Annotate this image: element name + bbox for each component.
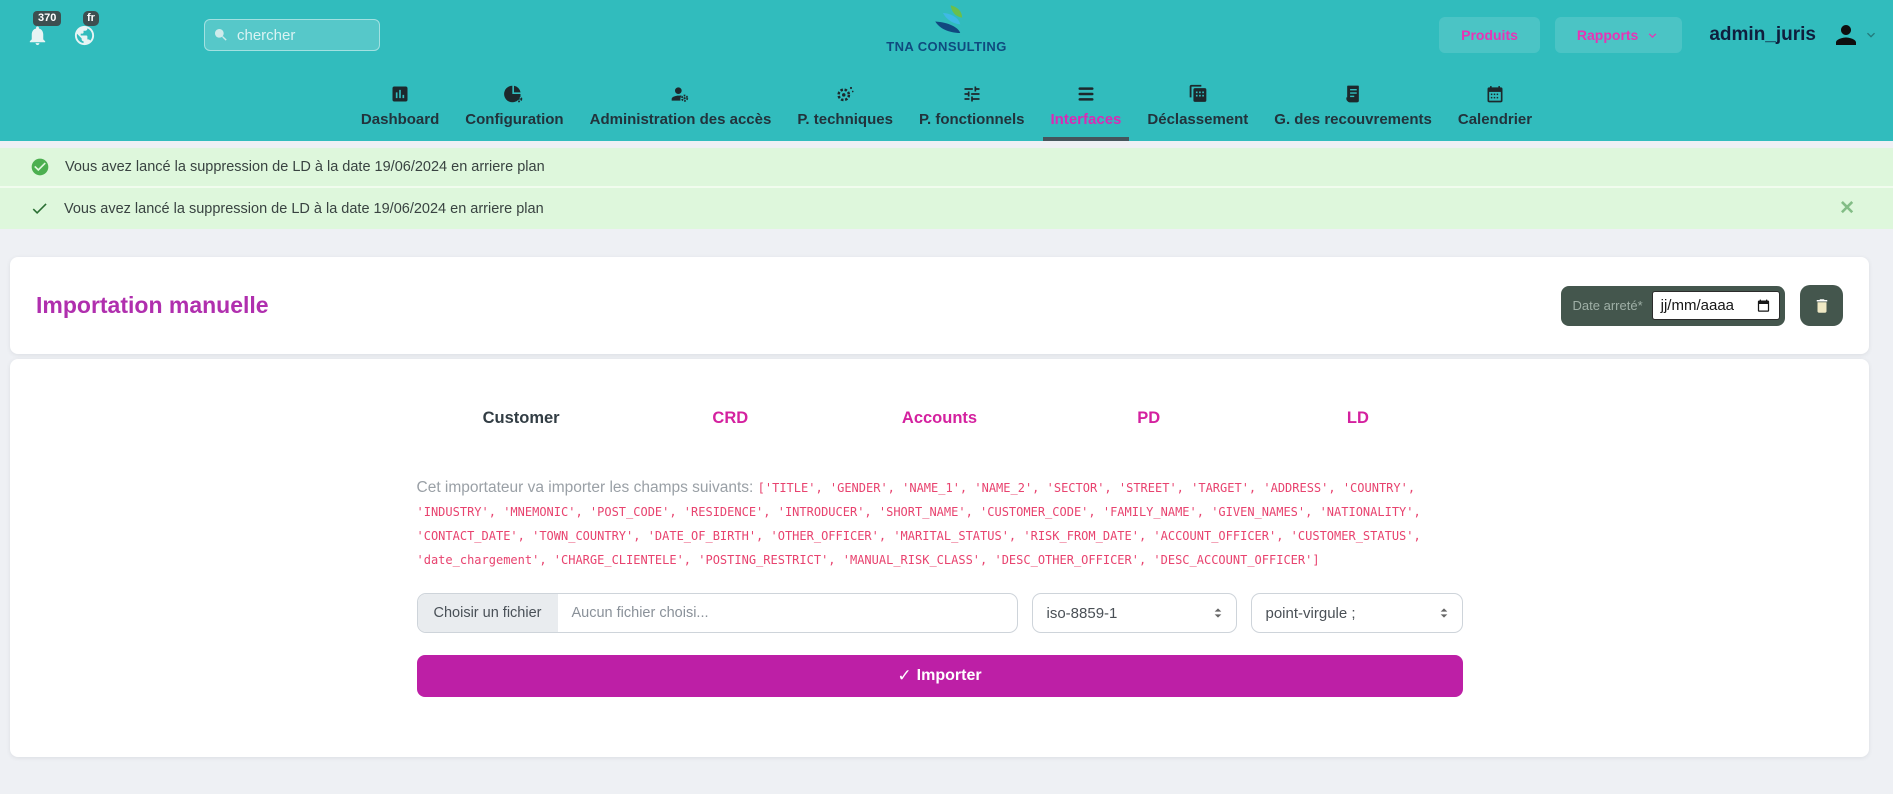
fields-list: ['TITLE', 'GENDER', 'NAME_1', 'NAME_2', … (416, 481, 1421, 567)
notifications-count-badge: 370 (33, 10, 62, 26)
import-tabs: Customer CRD Accounts PD LD (417, 409, 1463, 428)
select-arrows-icon (1440, 608, 1447, 618)
encoding-selected-value: iso-8859-1 (1046, 604, 1118, 622)
check-icon (32, 203, 47, 215)
alert-success-1: Vous avez lancé la suppression de LD à l… (0, 148, 1893, 186)
chevron-down-icon (1867, 32, 1875, 38)
tab-accounts[interactable]: Accounts (901, 409, 978, 427)
top-header: 370 fr TNA CONSULTING Produits Rapports … (0, 0, 1893, 70)
nav-label: Configuration (465, 110, 564, 128)
toolbar-controls: Date arreté* jj/mm/aaaa (1560, 285, 1843, 326)
nav-item-p-techniques[interactable]: P. techniques (789, 70, 901, 141)
list-icon (1078, 86, 1094, 101)
search-icon (215, 29, 227, 41)
header-actions: Produits Rapports admin_juris (1439, 17, 1879, 53)
nav-item-interfaces[interactable]: Interfaces (1042, 70, 1130, 141)
fields-description: Cet importateur va importer les champs s… (417, 476, 1463, 572)
bell-icon (29, 25, 46, 45)
delete-button[interactable] (1800, 285, 1843, 326)
username-label: admin_juris (1709, 24, 1816, 45)
alerts-section: Vous avez lancé la suppression de LD à l… (0, 148, 1893, 229)
nav-label: Interfaces (1050, 110, 1122, 128)
sliders-icon (964, 86, 980, 101)
tab-pd[interactable]: PD (1137, 409, 1161, 427)
nav-item-declassement[interactable]: Déclassement (1139, 70, 1256, 141)
fields-intro-text: Cet importateur va importer les champs s… (416, 479, 758, 496)
import-button[interactable]: ✓ Importer (416, 655, 1463, 697)
nav-label: Dashboard (360, 110, 440, 128)
alert-message: Vous avez lancé la suppression de LD à l… (64, 200, 544, 217)
globe-icon (74, 25, 95, 45)
notifications-button[interactable]: 370 (26, 10, 62, 47)
user-avatar-icon (1836, 25, 1856, 45)
import-card: Customer CRD Accounts PD LD Cet importat… (10, 359, 1869, 757)
nav-item-dashboard[interactable]: Dashboard (353, 70, 447, 141)
dashboard-icon (392, 86, 408, 101)
alert-success-2: Vous avez lancé la suppression de LD à l… (0, 186, 1893, 229)
file-row: Choisir un fichier Aucun fichier choisi.… (416, 593, 1463, 633)
tab-customer[interactable]: Customer (482, 409, 560, 427)
alert-message: Vous avez lancé la suppression de LD à l… (65, 159, 545, 175)
language-button[interactable]: fr (73, 10, 99, 47)
delimiter-selected-value: point-virgule ; (1265, 604, 1356, 622)
brand-name: TNA CONSULTING (886, 39, 1007, 54)
search-input[interactable] (204, 19, 380, 51)
page-title: Importation manuelle (36, 292, 269, 318)
produits-button[interactable]: Produits (1439, 17, 1540, 53)
copy-grid-icon (1189, 84, 1207, 102)
gear-icon (837, 86, 854, 101)
nav-label: Calendrier (1457, 110, 1533, 128)
toolbar-card: Importation manuelle Date arreté* jj/mm/… (10, 257, 1869, 354)
tab-ld[interactable]: LD (1346, 409, 1369, 427)
language-badge: fr (83, 10, 99, 26)
user-gear-icon (672, 86, 689, 102)
nav-item-administration-des-acces[interactable]: Administration des accès (582, 70, 780, 141)
chevron-down-icon (1649, 32, 1657, 38)
encoding-select[interactable]: iso-8859-1 (1031, 593, 1237, 633)
calendar-icon (1487, 85, 1503, 102)
file-input[interactable]: Choisir un fichier Aucun fichier choisi.… (416, 593, 1018, 633)
main-navbar: Dashboard Configuration Administration d… (0, 70, 1893, 141)
rapports-button[interactable]: Rapports (1554, 17, 1683, 53)
nav-item-calendrier[interactable]: Calendrier (1450, 70, 1540, 141)
trash-icon (1816, 298, 1827, 313)
pie-gear-icon (504, 85, 523, 102)
date-arrete-label: Date arreté* (1572, 298, 1643, 313)
receipt-icon (1346, 85, 1359, 102)
nav-item-configuration[interactable]: Configuration (457, 70, 571, 141)
nav-label: Déclassement (1147, 110, 1249, 128)
nav-label: Administration des accès (589, 110, 772, 128)
file-placeholder: Aucun fichier choisi... (571, 605, 709, 621)
choose-file-button[interactable]: Choisir un fichier (417, 594, 558, 632)
search-container (204, 19, 380, 51)
nav-item-p-fonctionnels[interactable]: P. fonctionnels (911, 70, 1033, 141)
nav-item-g-des-recouvrements[interactable]: G. des recouvrements (1266, 70, 1440, 141)
tab-crd[interactable]: CRD (712, 409, 749, 427)
import-button-label: Importer (916, 667, 982, 684)
date-input[interactable]: jj/mm/aaaa (1651, 291, 1780, 320)
date-arrete-field[interactable]: Date arreté* jj/mm/aaaa (1560, 285, 1785, 326)
close-icon[interactable]: ✕ (1839, 198, 1855, 219)
calendar-icon[interactable] (1756, 298, 1771, 313)
logo-leaves-icon (935, 5, 962, 33)
nav-label: P. fonctionnels (918, 110, 1025, 128)
check-circle-icon (31, 158, 49, 176)
active-nav-underline (1042, 137, 1130, 141)
check-icon: ✓ (897, 666, 912, 685)
date-placeholder-value: jj/mm/aaaa (1660, 297, 1734, 314)
nav-label: G. des recouvrements (1274, 110, 1432, 128)
brand-logo[interactable]: TNA CONSULTING (886, 5, 1006, 54)
select-arrows-icon (1214, 608, 1221, 618)
user-menu[interactable] (1831, 20, 1879, 50)
delimiter-select[interactable]: point-virgule ; (1250, 593, 1463, 633)
nav-label: P. techniques (797, 110, 893, 128)
